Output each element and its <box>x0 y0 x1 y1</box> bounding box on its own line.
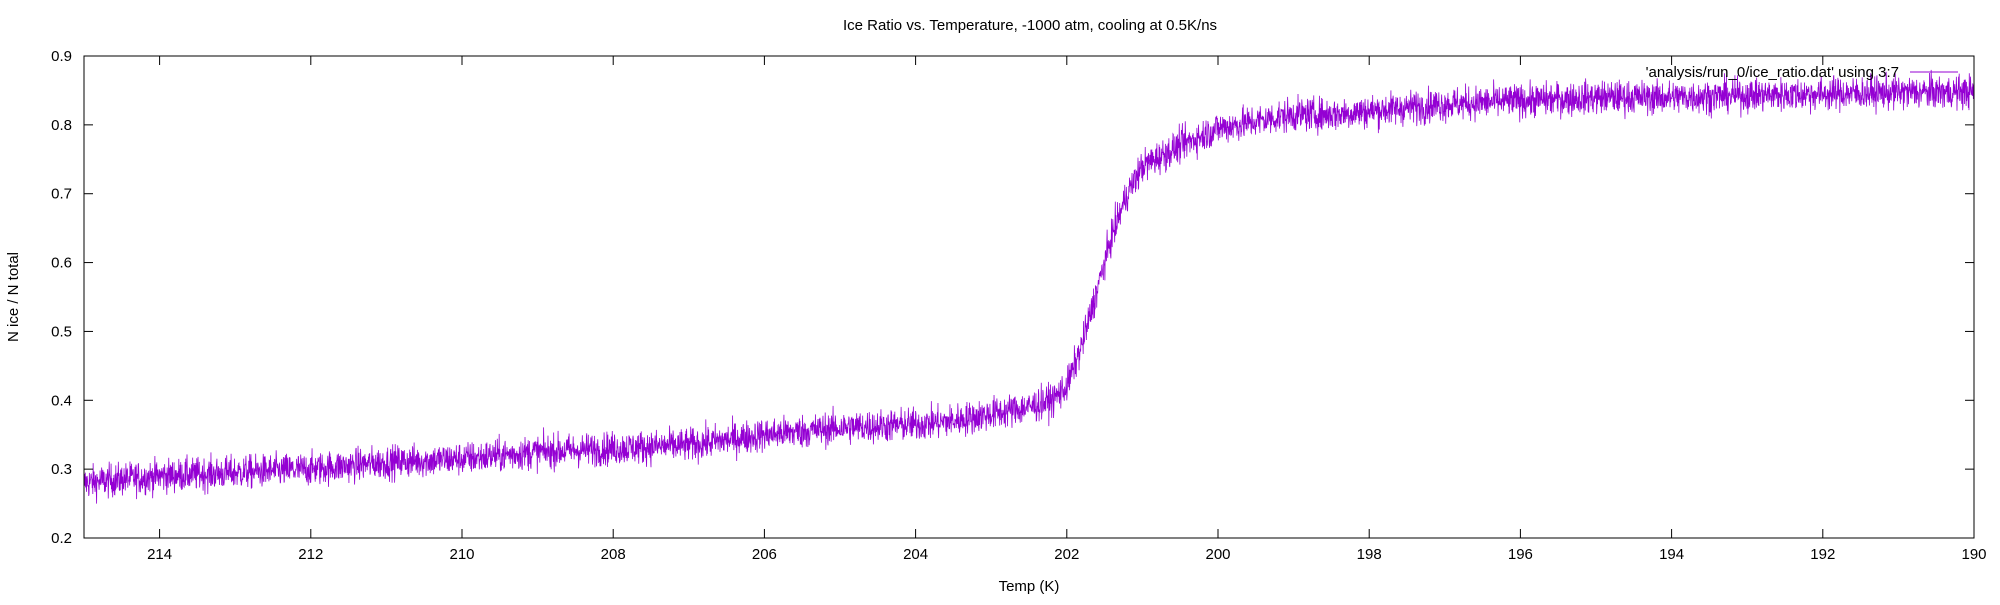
x-tick-label: 202 <box>1054 546 1079 563</box>
x-tick-label: 196 <box>1508 546 1533 563</box>
y-tick-label: 0.7 <box>51 186 72 203</box>
x-tick-label: 204 <box>903 546 928 563</box>
x-tick-label: 214 <box>147 546 172 563</box>
x-tick-label: 190 <box>1961 546 1986 563</box>
y-tick-label: 0.5 <box>51 323 72 340</box>
chart-title: Ice Ratio vs. Temperature, -1000 atm, co… <box>843 17 1217 34</box>
x-tick-label: 192 <box>1810 546 1835 563</box>
y-axis-label: N ice / N total <box>5 252 22 342</box>
x-tick-label: 206 <box>752 546 777 563</box>
legend: 'analysis/run_0/ice_ratio.dat' using 3:7 <box>1646 64 1958 81</box>
y-axis: 0.2 0.3 0.4 0.5 0.6 0.7 0.8 0.9 <box>51 48 1974 547</box>
x-axis-label: Temp (K) <box>999 578 1060 595</box>
x-tick-label: 210 <box>449 546 474 563</box>
x-axis: 214 212 210 208 206 204 202 200 198 196 194 192 190 <box>147 56 1987 563</box>
y-tick-label: 0.4 <box>51 392 72 409</box>
y-tick-label: 0.6 <box>51 255 72 272</box>
x-tick-label: 212 <box>298 546 323 563</box>
legend-label: 'analysis/run_0/ice_ratio.dat' using 3:7 <box>1646 64 1899 81</box>
plot-area <box>83 69 1975 504</box>
y-tick-label: 0.2 <box>51 530 72 547</box>
data-series-line <box>83 69 1975 504</box>
x-tick-label: 200 <box>1205 546 1230 563</box>
x-tick-label: 198 <box>1357 546 1382 563</box>
y-tick-label: 0.3 <box>51 461 72 478</box>
plot-frame <box>83 55 1975 539</box>
x-tick-label: 208 <box>601 546 626 563</box>
y-tick-label: 0.8 <box>51 117 72 134</box>
x-tick-label: 194 <box>1659 546 1684 563</box>
y-tick-label: 0.9 <box>51 48 72 65</box>
